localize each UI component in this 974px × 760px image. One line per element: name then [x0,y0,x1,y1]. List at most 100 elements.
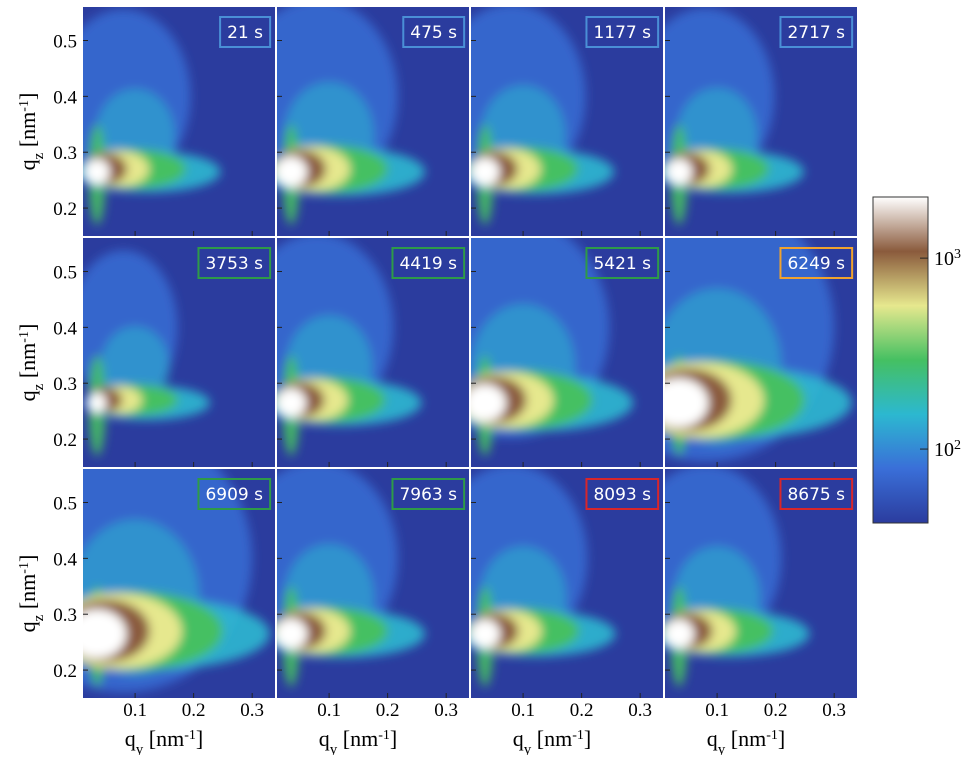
scattering-pattern [83,469,270,693]
time-label-frame [402,16,466,48]
intensity-region [665,158,693,185]
scattering-pattern [665,469,810,687]
time-label: 3753 s [205,254,263,274]
axis-label-part: [nm [531,726,572,751]
panel [665,238,857,467]
x-tick-label: 0.3 [240,700,264,721]
time-label-frame [391,478,466,510]
panel [277,469,469,698]
axis-label-part: ] [196,726,203,751]
axis-label-part: -1 [17,100,32,112]
time-label-frame [585,478,660,510]
axis-label-part: -1 [572,728,584,743]
colorbar [872,196,929,524]
axis-label-part: q [15,390,40,401]
axis-label-part: -1 [184,728,196,743]
scattering-pattern [277,469,426,687]
panel [471,238,663,467]
panel [277,7,469,236]
scattering-pattern [665,238,852,462]
axis-label-part: -1 [17,331,32,343]
x-tick-label: 0.1 [317,700,341,721]
x-tick-label: 0.2 [570,700,594,721]
intensity-region [277,618,308,650]
y-tick-label: 0.2 [53,199,77,220]
time-label: 6909 s [205,485,263,505]
panel [277,238,469,467]
panel [665,7,857,236]
axis-label-part: ] [778,726,785,751]
axis-label-part: q [125,726,136,751]
time-label: 1177 s [593,23,651,43]
intensity-region [471,384,507,422]
axis-label-part: ] [15,555,40,562]
intensity-region [84,158,110,185]
axis-label-part: ] [15,324,40,331]
x-tick-label: 0.3 [628,700,652,721]
time-label: 4419 s [399,254,457,274]
colorbar-tick-exponent: 3 [954,247,961,262]
scattering-pattern [471,238,634,456]
x-tick-label: 0.1 [511,700,535,721]
colorbar-tick-label: 103 [934,247,961,271]
intensity-region [277,156,308,188]
y-tick-label: 0.5 [53,263,77,284]
axis-label-part: [nm [15,112,40,153]
y-tick-label: 0.5 [53,494,77,515]
y-tick-label: 0.4 [53,318,77,339]
colorbar-tick-exponent: 2 [954,438,961,453]
intensity-region [665,619,695,649]
axis-label-part: y [524,742,532,755]
axis-label-part: z [31,152,47,159]
axis-label-part: -1 [766,728,778,743]
time-label-frame [219,16,272,48]
intensity-region [471,619,501,649]
axis-label-part: q [15,621,40,632]
intensity-region [277,388,307,418]
x-tick-label: 0.3 [822,700,846,721]
y-tick-label: 0.2 [53,661,77,682]
axis-label-part: q [319,726,330,751]
axis-label-part: -1 [17,562,32,574]
y-tick-label: 0.4 [53,549,77,570]
y-tick-label: 0.4 [53,87,77,108]
axis-label-part: y [718,742,726,755]
time-label: 5421 s [593,254,651,274]
scattering-pattern [277,238,422,456]
axis-label-part: -1 [378,728,390,743]
x-axis-label: qy [nm-1] [125,726,203,755]
y-tick-label: 0.2 [53,430,77,451]
time-label-frame [585,16,660,48]
time-label-frame [779,16,854,48]
axis-label-part: y [136,742,144,755]
axis-label-part: z [31,614,47,621]
colorbar-tick-base: 10 [934,248,954,270]
axis-label-part: q [15,159,40,170]
x-axis-label: qy [nm-1] [513,726,591,755]
y-axis-label: qz [nm-1] [15,93,47,171]
time-label-frame [779,247,854,279]
x-tick-label: 0.1 [705,700,729,721]
panel [471,469,663,698]
axis-label-part: ] [15,93,40,100]
scattering-pattern [471,7,615,225]
axis-label-part: [nm [15,343,40,384]
time-label: 21 s [227,23,263,43]
scattering-pattern [83,250,211,456]
y-tick-label: 0.3 [53,143,77,164]
x-tick-label: 0.1 [123,700,147,721]
y-tick-label: 0.3 [53,605,77,626]
panel [83,7,275,236]
scattering-pattern [277,7,426,225]
y-tick-label: 0.5 [53,32,77,53]
scattering-pattern [471,469,616,687]
time-label-frame [197,478,272,510]
x-tick-label: 0.2 [182,700,206,721]
axis-label-part: [nm [725,726,766,751]
x-axis-label: qy [nm-1] [707,726,785,755]
axis-label-part: z [31,383,47,390]
y-axis-label: qz [nm-1] [15,555,47,633]
panel [83,469,275,698]
time-label: 8675 s [787,485,845,505]
